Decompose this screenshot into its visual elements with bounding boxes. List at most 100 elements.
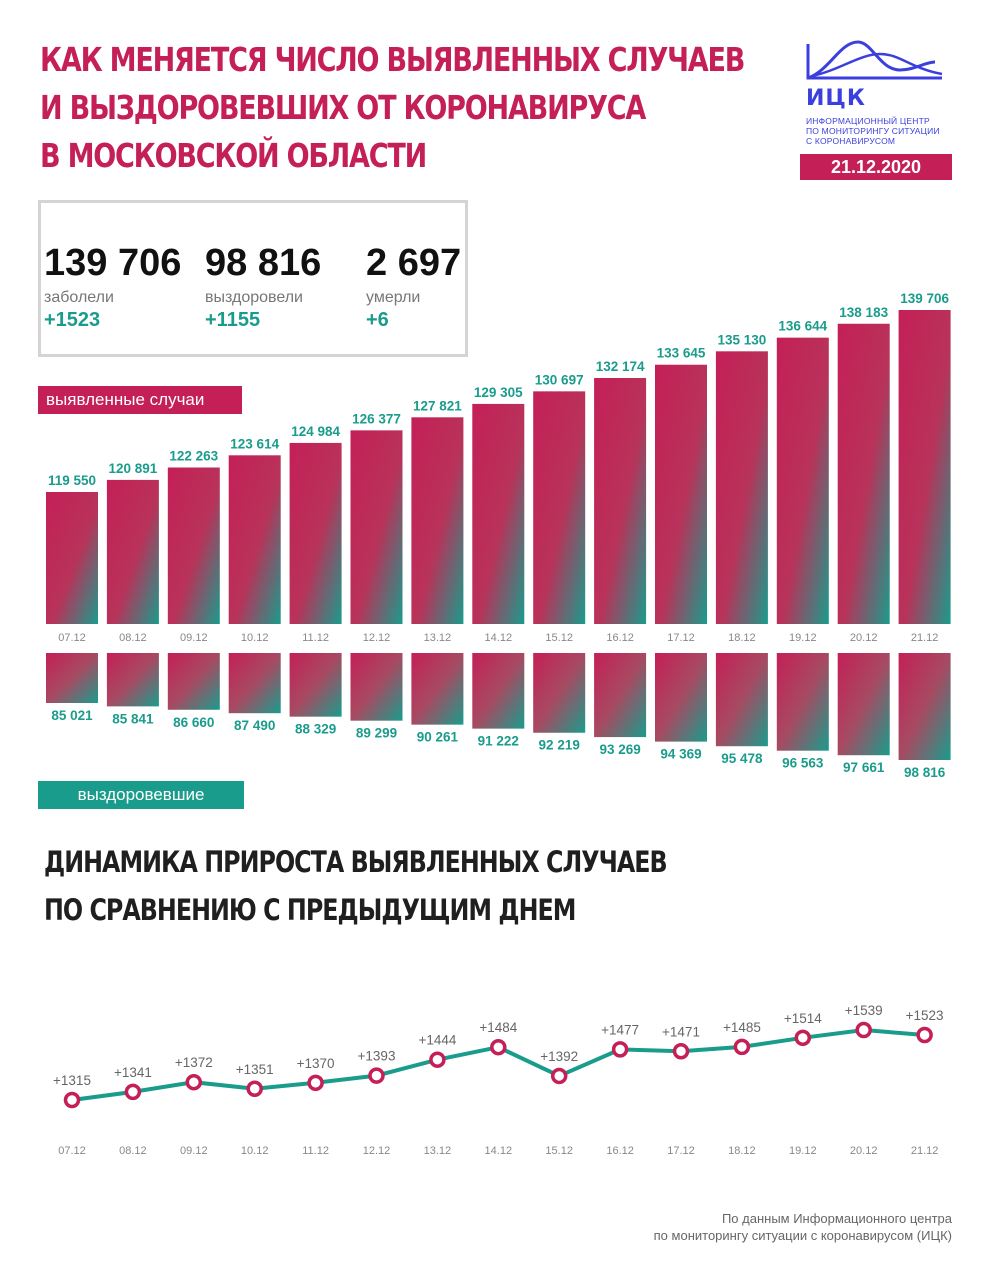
line-point (124, 1083, 142, 1101)
cases-bar (472, 403, 525, 624)
date-tick-label: 13.12 (424, 632, 452, 644)
recovered-bar-label: 94 369 (660, 747, 701, 762)
cases-bar (350, 430, 403, 624)
line-point-label: +1372 (175, 1055, 213, 1070)
cases-bar-label: 120 891 (108, 461, 157, 476)
cases-bar (411, 417, 464, 624)
cases-bar-label: 130 697 (535, 372, 584, 387)
date-tick-label: 19.12 (789, 632, 817, 644)
cases-bar-label: 126 377 (352, 411, 401, 426)
source-line: по мониторингу ситуации с коронавирусом … (653, 1228, 952, 1243)
date-tick-label: 17.12 (667, 632, 695, 644)
recovered-bar-label: 85 841 (112, 711, 154, 726)
date-badge: 21.12.2020 (800, 154, 952, 180)
recovered-bar (228, 653, 281, 714)
line-date-tick-label: 10.12 (241, 1145, 269, 1157)
cases-bar (655, 364, 707, 624)
line-point (733, 1038, 751, 1056)
recovered-bar (533, 653, 586, 733)
stat-value: 98 816 (205, 242, 322, 284)
date-tick-label: 07.12 (58, 632, 86, 644)
logo-subtitle-line: Информационный центр (806, 116, 930, 126)
recovered-bar-label: 87 490 (234, 718, 275, 733)
stat-value: 139 706 (44, 242, 182, 284)
line-point-label: +1370 (297, 1056, 335, 1071)
recovered-bar-label: 90 261 (417, 730, 459, 745)
stat-delta: +1523 (44, 309, 101, 331)
line-point (246, 1080, 263, 1097)
line-point-label: +1523 (906, 1008, 944, 1023)
cases-bar-label: 119 550 (48, 473, 96, 488)
recovered-bar-label: 96 563 (782, 756, 824, 771)
date-tick-label: 16.12 (606, 632, 634, 644)
line-point-label: +1471 (662, 1024, 700, 1039)
recovered-bar (46, 653, 98, 703)
cases-bar (228, 455, 281, 624)
date-tick-label: 14.12 (485, 632, 513, 644)
cases-bar (167, 467, 220, 624)
stat-value: 2 697 (366, 242, 462, 284)
logo-abbr: ИЦК (806, 86, 866, 111)
stat-recovered: 98 816 выздоровели +1155 (205, 241, 321, 332)
line-point-label: +1514 (784, 1011, 822, 1026)
dynamics-title: ДИНАМИКА ПРИРОСТА ВЫЯВЛЕННЫХ СЛУЧАЕВ ПО … (44, 838, 668, 934)
date-tick-label: 08.12 (119, 632, 147, 644)
cases-bar-label: 138 183 (839, 305, 888, 320)
recovered-bar-label: 85 021 (51, 708, 93, 723)
recovered-bar-label: 97 661 (843, 760, 885, 775)
recovered-bar-label: 91 222 (478, 734, 519, 749)
title-line-2: И ВЫЗДОРОВЕВШИХ ОТ КОРОНАВИРУСА (40, 88, 646, 127)
cases-bar-label: 132 174 (596, 359, 645, 374)
itsk-logo: ИЦК Информационный центр по мониторингу … (800, 40, 960, 146)
title-line-1: КАК МЕНЯЕТСЯ ЧИСЛО ВЫЯВЛЕННЫХ СЛУЧАЕВ (40, 40, 745, 79)
subtitle-line-2: ПО СРАВНЕНИЮ С ПРЕДЫДУЩИМ ДНЕМ (44, 893, 576, 927)
line-date-tick-label: 20.12 (850, 1145, 878, 1157)
cases-bar-label: 139 706 (900, 291, 949, 306)
line-point (63, 1091, 81, 1109)
recovered-tag: выздоровевшие (38, 781, 244, 809)
date-tick-label: 11.12 (302, 632, 329, 644)
line-date-tick-label: 15.12 (545, 1145, 573, 1157)
logo-subtitle-line: с коронавирусом (806, 136, 896, 146)
logo-subtitle-line: по мониторингу ситуации (806, 126, 940, 136)
line-point-label: +1444 (418, 1033, 456, 1048)
date-tick-label: 09.12 (180, 632, 208, 644)
line-point (916, 1026, 933, 1044)
subtitle-line-1: ДИНАМИКА ПРИРОСТА ВЫЯВЛЕННЫХ СЛУЧАЕВ (44, 845, 668, 879)
line-point-label: +1351 (236, 1062, 274, 1077)
line-date-tick-label: 12.12 (363, 1145, 391, 1157)
stat-label: умерли (366, 289, 421, 306)
recovered-bar (289, 653, 342, 717)
line-point (429, 1051, 446, 1068)
line-point (855, 1021, 872, 1039)
source-line: По данным Информационного центра (721, 1211, 952, 1226)
cases-bar (837, 323, 890, 624)
cases-bar (715, 351, 768, 624)
line-point (550, 1067, 568, 1085)
daily-increase-line-chart: +1315 07.12 +1341 08.12 +1372 09.12 +1351 10.12… (53, 1003, 944, 1157)
recovered-bar (898, 653, 951, 760)
line-point (672, 1043, 690, 1060)
date-tick-label: 20.12 (850, 632, 878, 644)
line-point (490, 1038, 507, 1056)
line-date-tick-label: 07.12 (58, 1145, 86, 1157)
cases-bar (898, 310, 951, 624)
line-point (307, 1074, 324, 1092)
line-point (611, 1041, 629, 1058)
stat-infected: 139 706 заболели +1523 (44, 241, 181, 332)
stat-delta: +6 (366, 309, 389, 331)
cases-bar-label: 136 644 (778, 319, 827, 334)
recovered-bar (655, 653, 707, 742)
source-note: По данным Информационного центра по мони… (654, 1210, 952, 1244)
line-date-tick-label: 17.12 (667, 1145, 695, 1157)
cases-bar-label: 123 614 (230, 436, 279, 451)
recovered-bar-label: 93 269 (599, 742, 640, 757)
cases-bar-label: 135 130 (717, 332, 766, 347)
date-tick-label: 10.12 (241, 632, 269, 644)
cases-bar (46, 492, 98, 624)
date-tick-label: 12.12 (363, 632, 391, 644)
line-point-label: +1392 (540, 1049, 578, 1064)
date-tick-label: 15.12 (545, 632, 573, 644)
recovered-bar (715, 653, 768, 747)
line-date-tick-label: 18.12 (728, 1145, 756, 1157)
